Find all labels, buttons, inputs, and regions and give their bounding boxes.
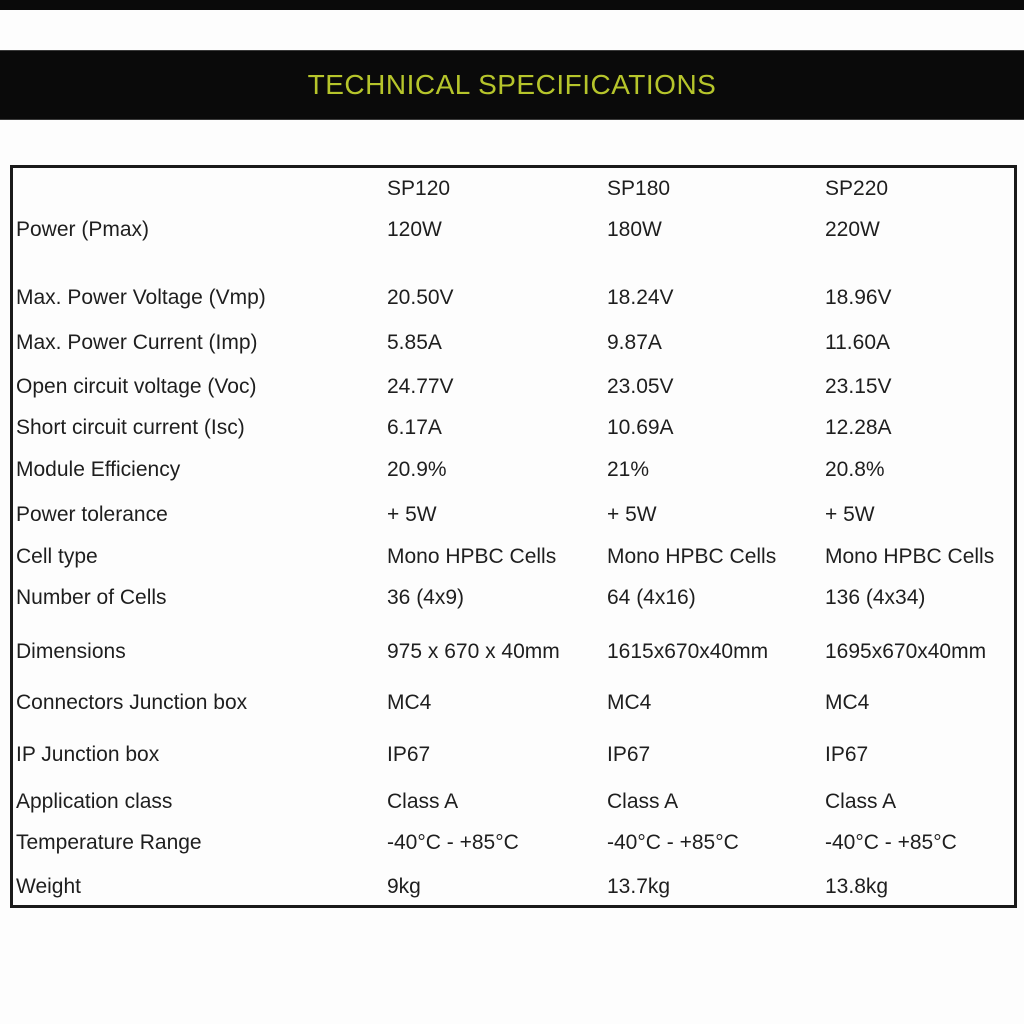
row-label: Max. Power Current (Imp) [16,331,258,354]
row-label: Short circuit current (Isc) [16,416,245,439]
row-label: Power tolerance [16,503,168,526]
cell-value: -40°C - +85°C [825,831,957,854]
row-label: Dimensions [16,640,126,663]
table-row-power-tolerance: Power tolerance + 5W + 5W + 5W [13,502,1014,544]
row-label: Temperature Range [16,831,202,854]
cell-value: 10.69A [607,416,674,439]
cell-value: Mono HPBC Cells [607,545,777,568]
cell-value: 136 (4x34) [825,586,926,609]
table-row-module-efficiency: Module Efficiency 20.9% 21% 20.8% [13,457,1014,502]
cell-value: 975 x 670 x 40mm [387,640,560,663]
table-row-weight: Weight 9kg 13.7kg 13.8kg [13,874,1014,905]
table-header-row: SP120 SP180 SP220 [13,176,1014,217]
cell-value: 12.28A [825,416,892,439]
cell-value: 24.77V [387,375,454,398]
cell-value: Mono HPBC Cells [825,545,995,568]
column-header-sp220: SP220 [825,177,889,200]
cell-value: 5.85A [387,331,442,354]
cell-value: Mono HPBC Cells [387,545,557,568]
row-label: Cell type [16,545,98,568]
row-label: Application class [16,790,173,813]
table-row-temperature-range: Temperature Range -40°C - +85°C -40°C - … [13,830,1014,874]
cell-value: 120W [387,218,442,241]
page-title: TECHNICAL SPECIFICATIONS [307,69,717,100]
cell-value: 9.87A [607,331,662,354]
table-row-application-class: Application class Class A Class A Class … [13,789,1014,830]
table-row-number-of-cells: Number of Cells 36 (4x9) 64 (4x16) 136 (… [13,585,1014,639]
cell-value: Class A [607,790,679,813]
column-header-sp180: SP180 [607,177,671,200]
cell-value: Class A [825,790,897,813]
table-row-open-circuit-voltage: Open circuit voltage (Voc) 24.77V 23.05V… [13,374,1014,415]
cell-value: 23.05V [607,375,674,398]
cell-value: 23.15V [825,375,892,398]
spec-table: SP120 SP180 SP220 Power (Pmax) 120W 180W… [10,165,1017,908]
row-label: Module Efficiency [16,458,181,481]
cell-value: Class A [387,790,459,813]
cell-value: 21% [607,458,650,481]
cell-value: 18.24V [607,286,674,309]
table-row-connectors-junction-box: Connectors Junction box MC4 MC4 MC4 [13,690,1014,742]
cell-value: 6.17A [387,416,442,439]
cell-value: 11.60A [825,331,890,354]
title-band: TECHNICAL SPECIFICATIONS [0,50,1024,120]
table-row-power: Power (Pmax) 120W 180W 220W [13,217,1014,285]
cell-value: 36 (4x9) [387,586,465,609]
cell-value: IP67 [825,743,869,766]
cell-value: 1695x670x40mm [825,640,987,663]
row-label: Weight [16,875,81,898]
cell-value: MC4 [387,691,432,714]
cell-value: 18.96V [825,286,892,309]
cell-value: 20.9% [387,458,447,481]
cell-value: 20.8% [825,458,885,481]
table-row-max-power-voltage: Max. Power Voltage (Vmp) 20.50V 18.24V 1… [13,285,1014,330]
cell-value: MC4 [607,691,652,714]
row-label: Number of Cells [16,586,167,609]
cell-value: -40°C - +85°C [387,831,519,854]
row-label: Connectors Junction box [16,691,248,714]
cell-value: 180W [607,218,662,241]
cell-value: -40°C - +85°C [607,831,739,854]
cell-value: MC4 [825,691,870,714]
cell-value: IP67 [607,743,651,766]
cell-value: 64 (4x16) [607,586,696,609]
column-header-sp120: SP120 [387,177,451,200]
top-edge-bar [0,0,1024,10]
cell-value: 220W [825,218,880,241]
row-label: Power (Pmax) [16,218,150,241]
cell-value: 20.50V [387,286,454,309]
row-label: Max. Power Voltage (Vmp) [16,286,266,309]
cell-value: 9kg [387,875,421,898]
cell-value: 1615x670x40mm [607,640,769,663]
table-row-dimensions: Dimensions 975 x 670 x 40mm 1615x670x40m… [13,639,1014,690]
table-row-short-circuit-current: Short circuit current (Isc) 6.17A 10.69A… [13,415,1014,457]
row-label: IP Junction box [16,743,160,766]
row-label: Open circuit voltage (Voc) [16,375,257,398]
cell-value: IP67 [387,743,431,766]
cell-value: + 5W [387,503,437,526]
table-row-ip-junction-box: IP Junction box IP67 IP67 IP67 [13,742,1014,789]
cell-value: 13.7kg [607,875,671,898]
cell-value: + 5W [607,503,657,526]
table-row-max-power-current: Max. Power Current (Imp) 5.85A 9.87A 11.… [13,330,1014,374]
table-row-cell-type: Cell type Mono HPBC Cells Mono HPBC Cell… [13,544,1014,585]
cell-value: 13.8kg [825,875,889,898]
cell-value: + 5W [825,503,875,526]
